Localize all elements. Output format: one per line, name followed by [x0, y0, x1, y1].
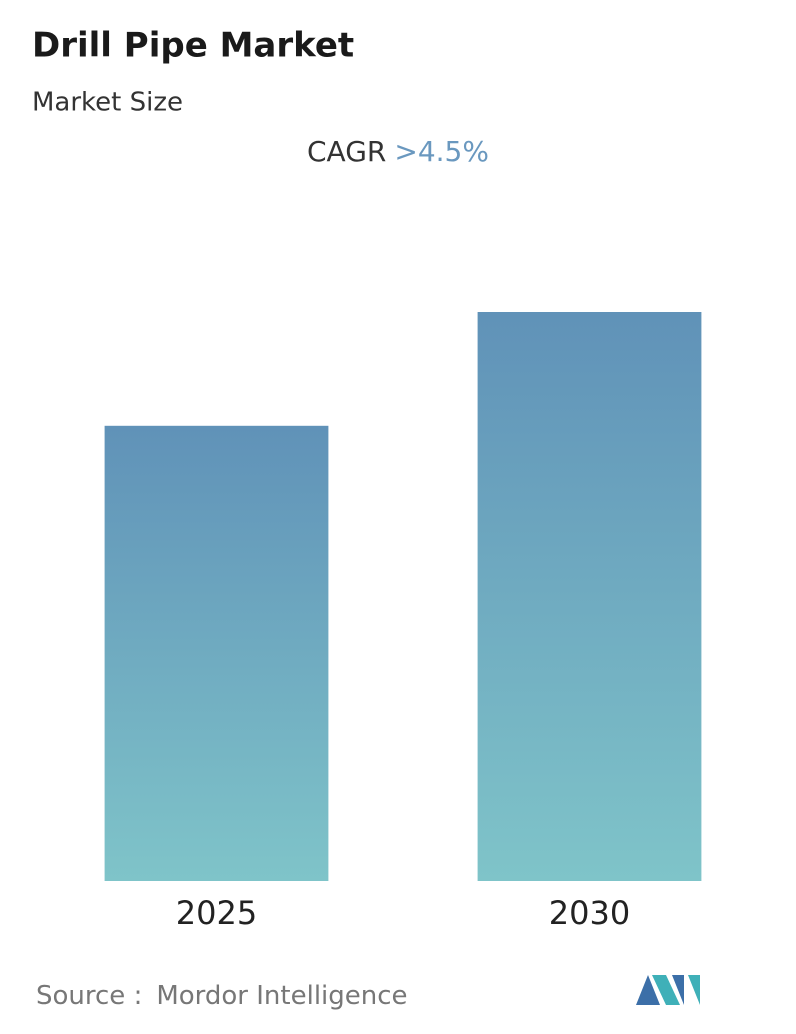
source: Source : Mordor Intelligence — [36, 981, 408, 1011]
logo — [636, 975, 700, 1005]
cagr: CAGR >4.5% — [307, 135, 489, 168]
cagr-label: CAGR — [307, 135, 386, 168]
bar — [477, 312, 702, 881]
source-name: Mordor Intelligence — [156, 981, 407, 1011]
x-tick-label: 2025 — [176, 894, 257, 932]
cagr-value: >4.5% — [394, 135, 489, 168]
x-tick-label: 2030 — [549, 894, 630, 932]
chart-title: Drill Pipe Market — [32, 26, 354, 66]
source-label: Source : — [36, 981, 142, 1011]
chart-subtitle: Market Size — [32, 88, 183, 118]
bar — [104, 425, 329, 881]
